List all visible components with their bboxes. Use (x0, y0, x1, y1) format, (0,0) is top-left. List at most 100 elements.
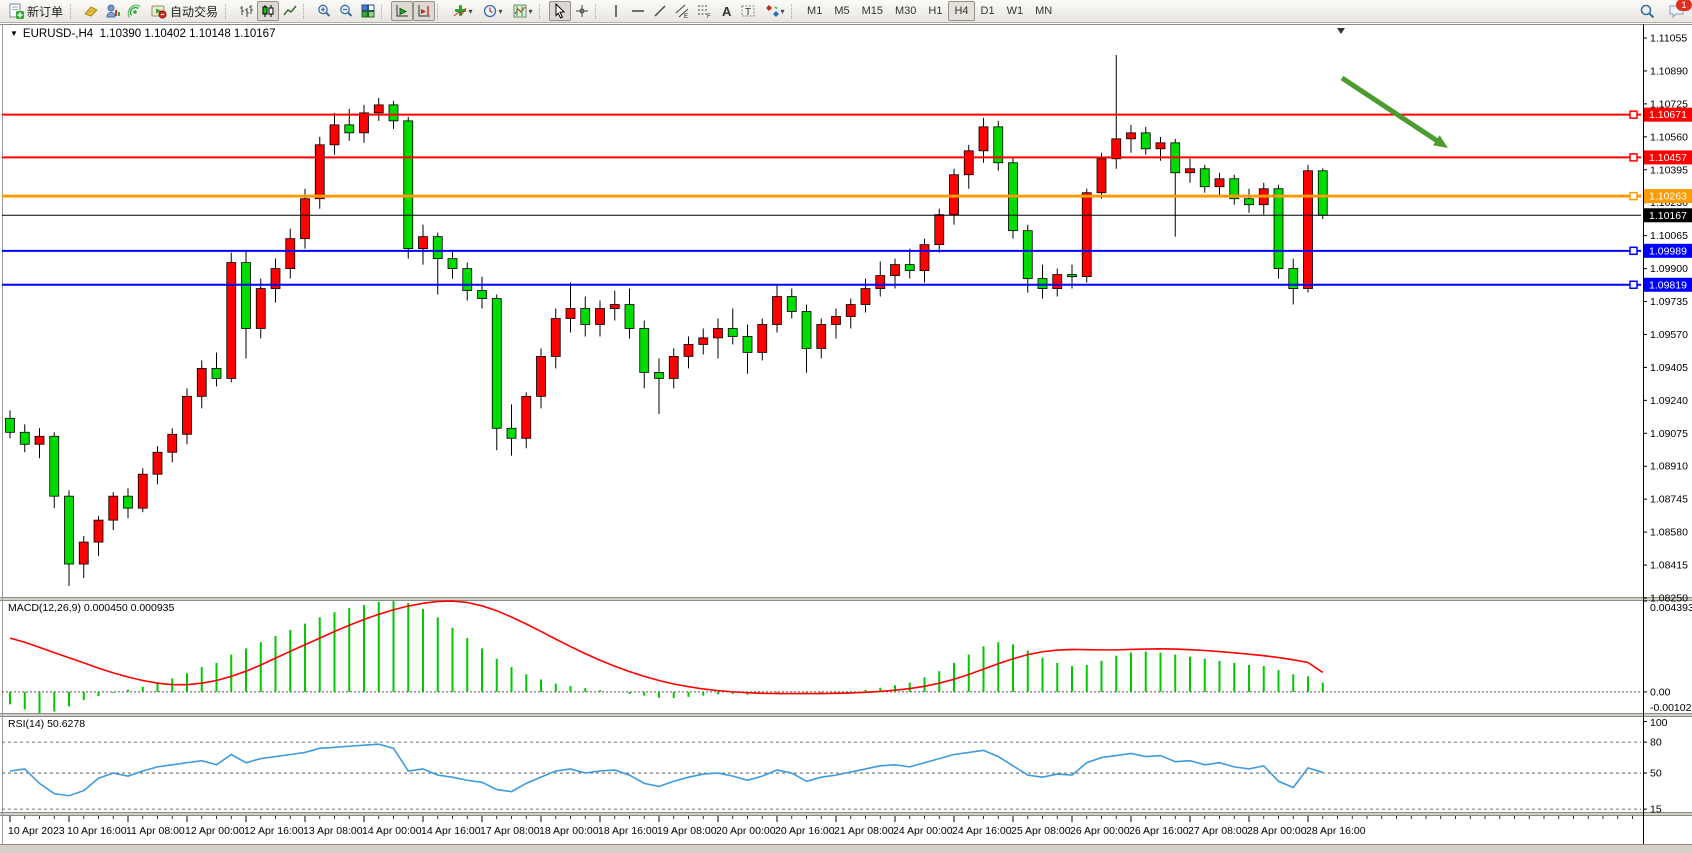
candle-down (1244, 198, 1254, 206)
candle-down (801, 311, 812, 349)
periods-button[interactable]: ▾ (477, 1, 507, 21)
notifications-button[interactable]: 1 (1668, 0, 1692, 19)
candle-up (1303, 170, 1313, 289)
bar-chart-mode-button[interactable] (235, 1, 257, 21)
tile-windows-button[interactable] (357, 1, 379, 21)
search-button[interactable] (1636, 1, 1658, 21)
trendline-icon (654, 5, 666, 17)
templates-button[interactable]: ▾ (507, 1, 537, 21)
candle-down (1317, 170, 1328, 216)
candle-down (123, 495, 133, 509)
horizontal-lines (2, 110, 1641, 290)
templates-dropdown-arrow[interactable]: ▾ (528, 6, 533, 16)
candle-up (226, 262, 237, 379)
indicators-dropdown-arrow[interactable]: ▾ (468, 6, 473, 16)
macd-indicator-label: MACD(12,26,9) 0.000450 0.000935 (8, 602, 175, 614)
candle-up (1155, 142, 1166, 150)
auto-trading-button[interactable]: 自动交易 (146, 1, 223, 21)
time-label: 28 Apr 00:00 (1247, 825, 1307, 837)
candle-down (742, 336, 753, 353)
text-label-tool-button[interactable]: T (737, 1, 759, 21)
line-chart-mode-button[interactable] (279, 1, 301, 21)
chart-shift-button[interactable] (413, 1, 436, 21)
svg-text:100: 100 (1650, 717, 1668, 729)
svg-text:1.10725: 1.10725 (1650, 98, 1688, 110)
svg-text:1.08580: 1.08580 (1650, 527, 1688, 539)
vertical-line-tool-button[interactable] (605, 1, 627, 21)
time-axis: 10 Apr 2023 10 Apr 16:00 11 Apr 08:00 12 Ap… (8, 816, 1633, 837)
tf-button-M5[interactable]: M5 (834, 5, 850, 17)
time-label: 27 Apr 08:00 (1188, 825, 1248, 837)
candlestick-mode-button[interactable] (257, 1, 280, 21)
chart-menu-arrow[interactable]: ▼ (10, 29, 18, 38)
svg-text:A: A (722, 4, 732, 19)
trendline-tool-button[interactable] (649, 1, 671, 21)
candle-down (241, 262, 251, 329)
candle-down (786, 296, 797, 312)
toolbar-separator (70, 3, 78, 19)
tf-button-D1[interactable]: D1 (980, 5, 995, 17)
candle-up (1052, 274, 1063, 289)
line-chart-mode-icon (283, 5, 297, 16)
time-label: 20 Apr 16:00 (775, 825, 835, 837)
svg-text:1.08415: 1.08415 (1650, 560, 1688, 572)
candle-up (359, 112, 369, 134)
time-label: 24 Apr 16:00 (952, 825, 1012, 837)
candle-down (580, 308, 591, 325)
tf-button-M1[interactable]: M1 (807, 5, 823, 17)
candle-up (668, 356, 679, 379)
periods-dropdown-arrow[interactable]: ▾ (498, 6, 503, 16)
fibonacci-tool-button[interactable]: F (693, 1, 715, 21)
tf-button-M30[interactable]: M30 (895, 5, 917, 17)
timeframe-group: M1 M5 M15 M30 H1 H4 D1 W1 MN (801, 1, 1058, 21)
profile-button[interactable] (102, 1, 124, 21)
candle-up (683, 344, 694, 357)
candle-up (285, 238, 296, 269)
cursor-button[interactable] (549, 1, 572, 21)
auto-trading-icon (151, 5, 167, 19)
candle-up (609, 304, 620, 309)
svg-text:80: 80 (1650, 737, 1662, 749)
candle-down (993, 126, 1004, 164)
tf-button-M15[interactable]: M15 (861, 5, 883, 17)
channel-tool-button[interactable]: E (671, 1, 693, 21)
candle-down (19, 431, 30, 445)
time-label: 10 Apr 16:00 (67, 825, 127, 837)
signals-icon (127, 4, 141, 18)
candle-up (934, 214, 945, 246)
text-tool-button[interactable]: A (715, 1, 737, 21)
horizontal-line-tool-button[interactable] (627, 1, 649, 21)
candle-up (1111, 138, 1122, 160)
arrows-tool-button[interactable]: ▾ (759, 1, 789, 21)
time-label: 14 Apr 16:00 (421, 825, 481, 837)
candle-up (1096, 158, 1107, 194)
zoom-out-button[interactable] (335, 1, 357, 21)
svg-text:1.10457: 1.10457 (1649, 152, 1687, 164)
zoom-in-button[interactable] (313, 1, 335, 21)
time-label: 26 Apr 16:00 (1129, 825, 1189, 837)
new-order-button[interactable]: 新订单 (3, 1, 68, 21)
tf-button-W1[interactable]: W1 (1006, 5, 1024, 17)
tf-button-H1[interactable]: H1 (928, 5, 943, 17)
metaeditor-button[interactable] (80, 1, 102, 21)
candle-up (963, 150, 974, 176)
time-label: 12 Apr 16:00 (244, 825, 304, 837)
svg-text:1.10560: 1.10560 (1650, 131, 1688, 143)
periods-clock-icon (483, 4, 496, 18)
toolbar-separator (791, 3, 799, 19)
signals-button[interactable] (124, 1, 146, 21)
arrows-dropdown-arrow[interactable]: ▾ (780, 6, 785, 16)
time-label: 20 Apr 00:00 (716, 825, 776, 837)
toolbar-separator (437, 3, 445, 19)
candle-up (78, 541, 89, 565)
time-label: 21 Apr 08:00 (834, 825, 894, 837)
candle-down (727, 328, 738, 337)
indicators-button[interactable]: ▾ (447, 1, 477, 21)
indicators-icon (453, 5, 466, 17)
auto-scroll-button[interactable] (391, 1, 414, 21)
crosshair-button[interactable] (571, 1, 593, 21)
time-label: 11 Apr 08:00 (126, 825, 185, 837)
tf-button-H4[interactable]: H4 (948, 1, 975, 21)
tf-button-MN[interactable]: MN (1035, 5, 1053, 17)
